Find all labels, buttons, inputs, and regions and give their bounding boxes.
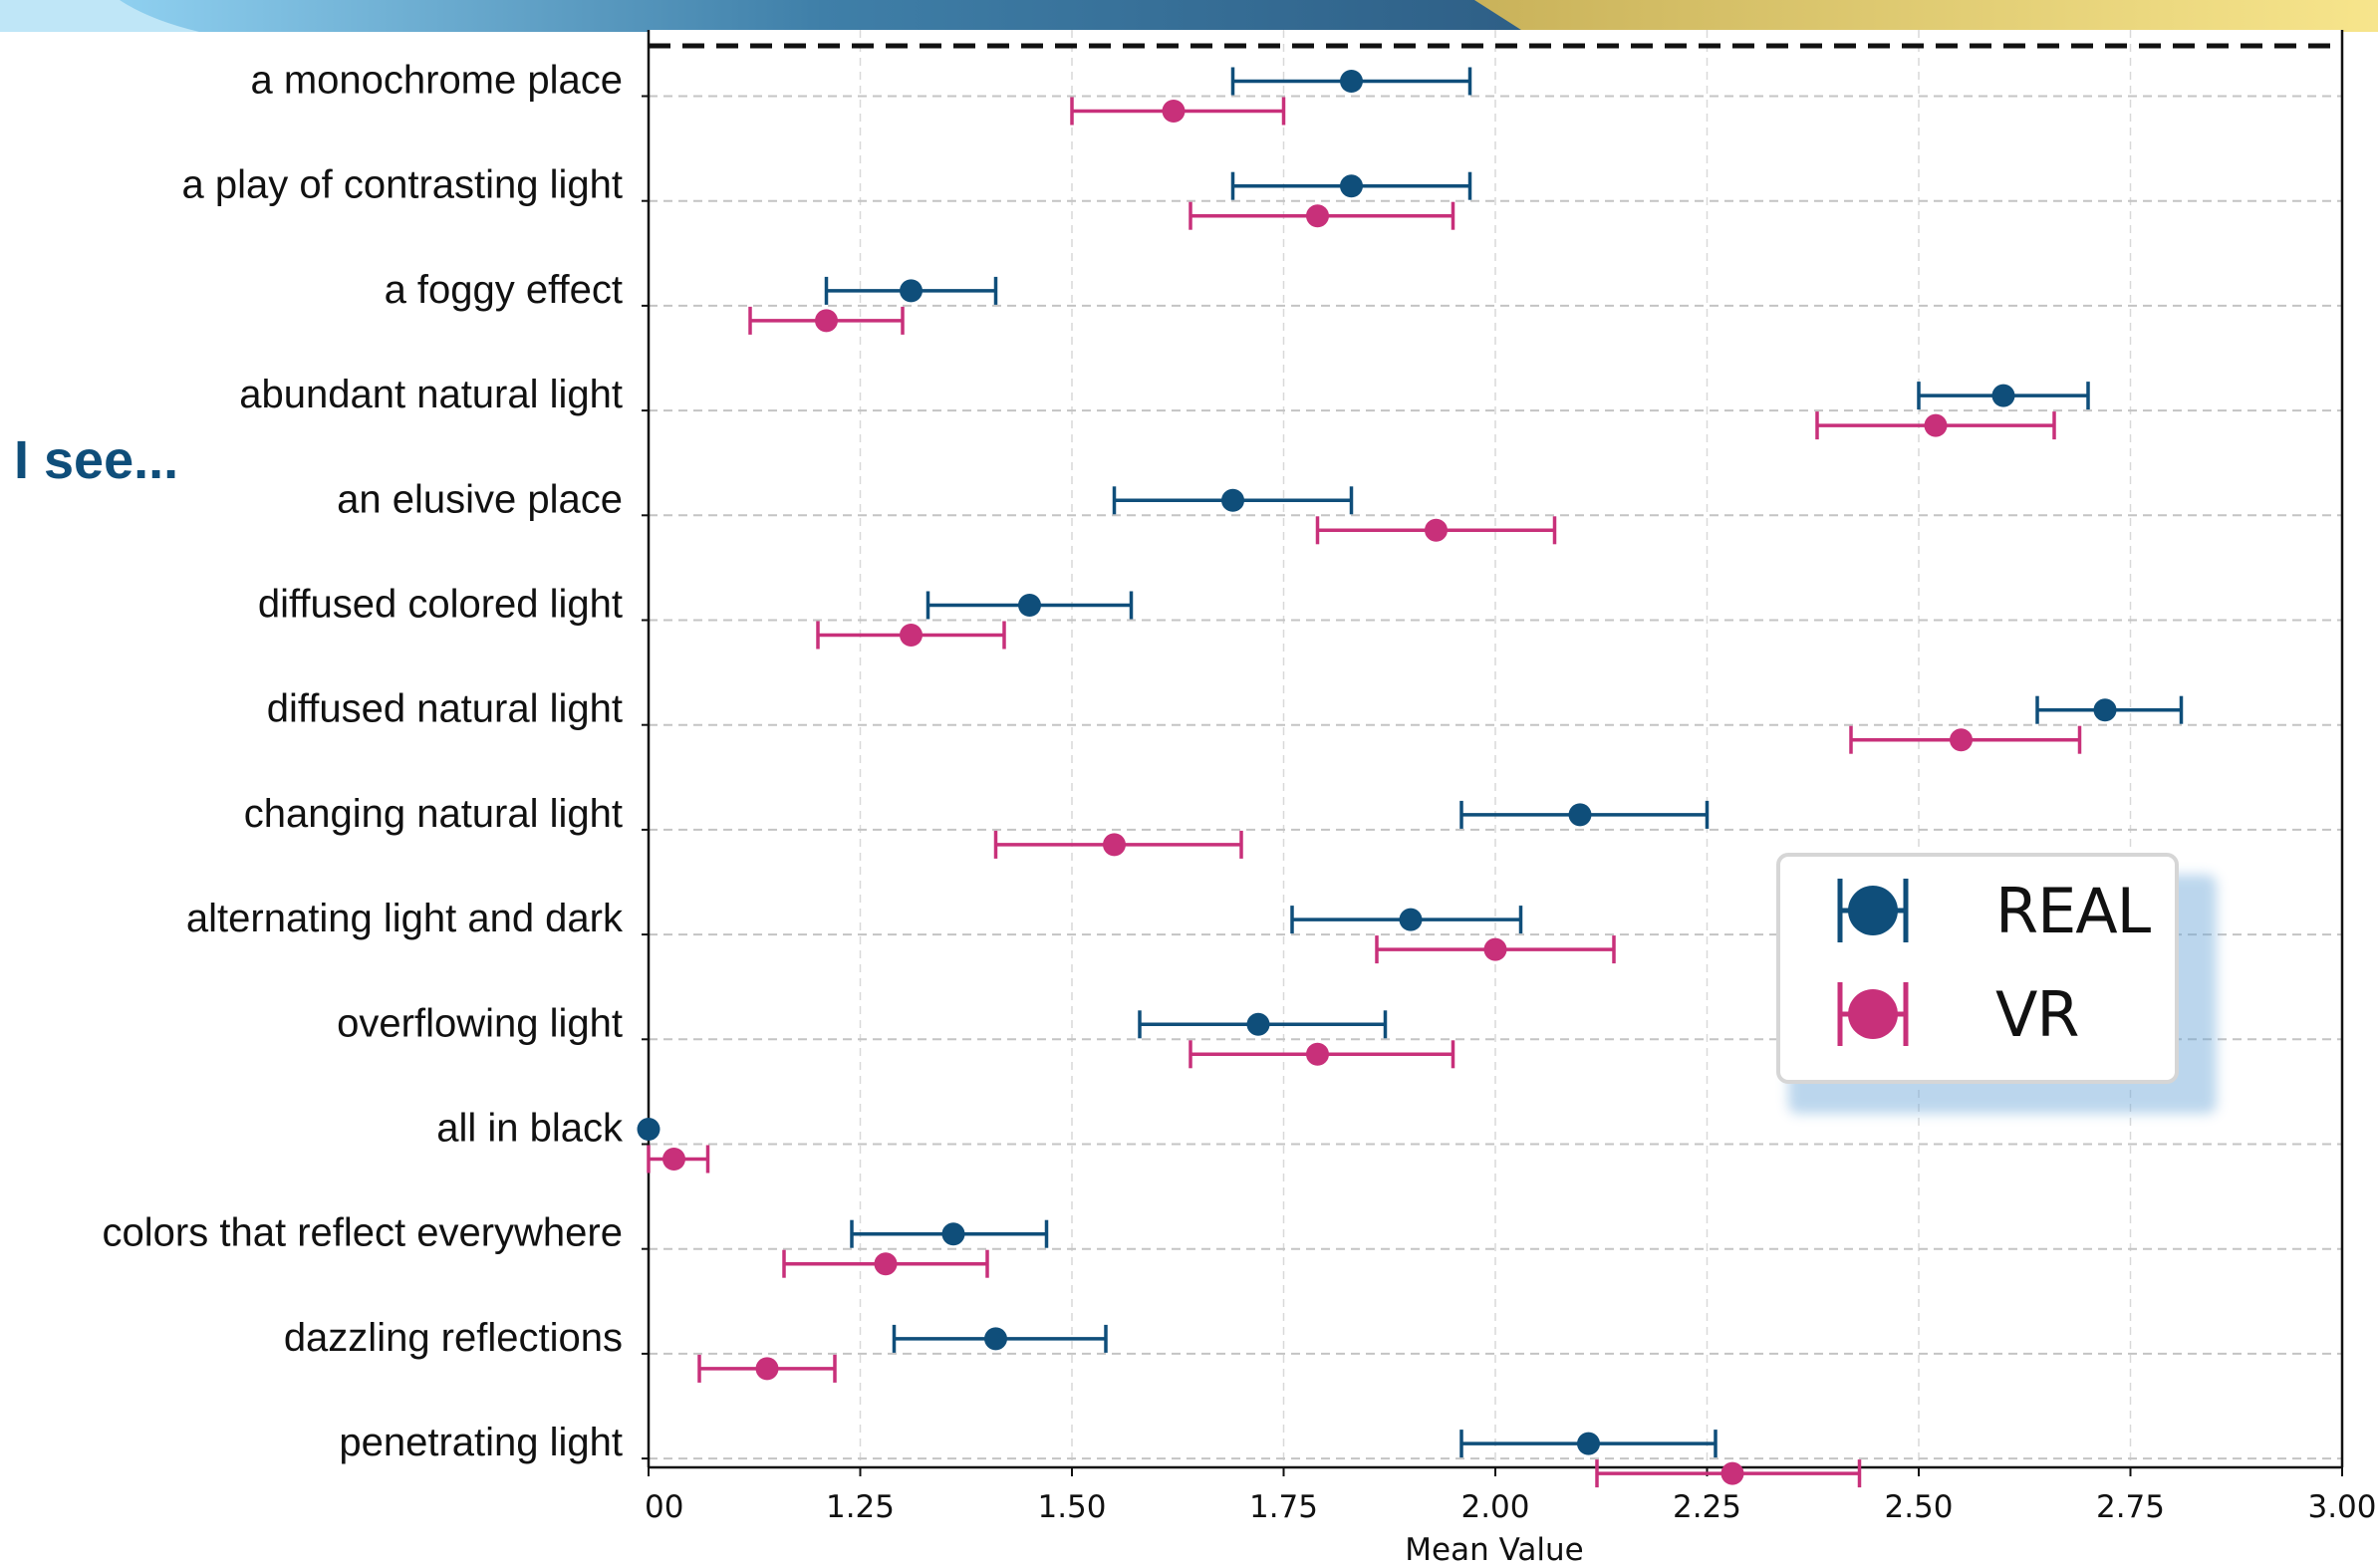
category-label: a monochrome place bbox=[250, 59, 623, 103]
point-real bbox=[1221, 488, 1244, 512]
point-vr bbox=[874, 1252, 898, 1276]
point-vr bbox=[662, 1148, 685, 1171]
point-real bbox=[941, 1222, 965, 1246]
point-real bbox=[637, 1118, 661, 1141]
x-tick-label: 1.25 bbox=[826, 1489, 895, 1525]
x-tick-label: 1.75 bbox=[1249, 1489, 1318, 1525]
data-marks bbox=[637, 67, 2184, 1488]
point-real bbox=[2093, 698, 2117, 722]
point-real bbox=[1340, 174, 1363, 198]
axes bbox=[642, 30, 2344, 1476]
legend-marker-real bbox=[1848, 886, 1898, 935]
category-label: dazzling reflections bbox=[284, 1316, 623, 1360]
category-label: colors that reflect everywhere bbox=[103, 1211, 623, 1255]
point-real bbox=[900, 279, 923, 303]
point-real bbox=[984, 1327, 1007, 1351]
point-vr bbox=[1950, 728, 1973, 752]
legend-marker-vr bbox=[1848, 989, 1898, 1039]
point-vr bbox=[1720, 1461, 1744, 1485]
x-tick-label: 00 bbox=[645, 1489, 683, 1525]
x-axis-label: Mean Value bbox=[1405, 1532, 1583, 1568]
x-tick-label: 2.75 bbox=[2096, 1489, 2165, 1525]
category-label: diffused colored light bbox=[258, 583, 623, 627]
category-label: abundant natural light bbox=[239, 373, 623, 416]
point-real bbox=[1577, 1432, 1600, 1455]
point-vr bbox=[815, 309, 838, 333]
category-label: all in black bbox=[436, 1107, 624, 1151]
point-vr bbox=[1306, 204, 1329, 228]
category-label: a play of contrasting light bbox=[182, 163, 623, 207]
point-real bbox=[1991, 384, 2015, 407]
x-tick-label: 2.00 bbox=[1460, 1489, 1529, 1525]
point-vr bbox=[1425, 518, 1448, 542]
point-vr bbox=[1103, 833, 1126, 857]
category-label: a foggy effect bbox=[385, 268, 623, 312]
x-tick-label: 3.00 bbox=[2307, 1489, 2376, 1525]
point-vr bbox=[1483, 937, 1507, 961]
x-tick-label: 2.25 bbox=[1673, 1489, 1741, 1525]
point-real bbox=[1246, 1012, 1270, 1036]
point-real bbox=[1340, 70, 1363, 93]
category-label: diffused natural light bbox=[267, 687, 623, 731]
x-tick-label: 1.50 bbox=[1037, 1489, 1106, 1525]
category-label: penetrating light bbox=[339, 1421, 623, 1464]
category-label: overflowing light bbox=[337, 1001, 623, 1045]
point-vr bbox=[1306, 1042, 1329, 1066]
legend-label-real: REAL bbox=[1995, 875, 2152, 947]
x-tick-label: 2.50 bbox=[1884, 1489, 1953, 1525]
legend: REAL VR bbox=[1776, 853, 2217, 1114]
point-vr bbox=[1162, 100, 1186, 123]
category-label: changing natural light bbox=[244, 792, 623, 836]
category-label: alternating light and dark bbox=[186, 897, 624, 940]
x-tick-labels: 00 1.25 1.50 1.75 2.00 2.25 2.50 2.75 3.00 bbox=[645, 1489, 2377, 1525]
point-real bbox=[1568, 803, 1592, 827]
point-vr bbox=[900, 624, 923, 647]
category-label: an elusive place bbox=[337, 477, 623, 521]
point-real bbox=[1018, 594, 1041, 617]
side-label: I see... bbox=[14, 430, 178, 490]
point-vr bbox=[1924, 413, 1948, 437]
point-vr bbox=[755, 1357, 779, 1381]
category-labels: a monochrome place a play of contrasting … bbox=[103, 59, 624, 1465]
point-real bbox=[1399, 908, 1423, 931]
top-banner bbox=[0, 0, 2378, 32]
legend-label-vr: VR bbox=[1995, 978, 2079, 1051]
